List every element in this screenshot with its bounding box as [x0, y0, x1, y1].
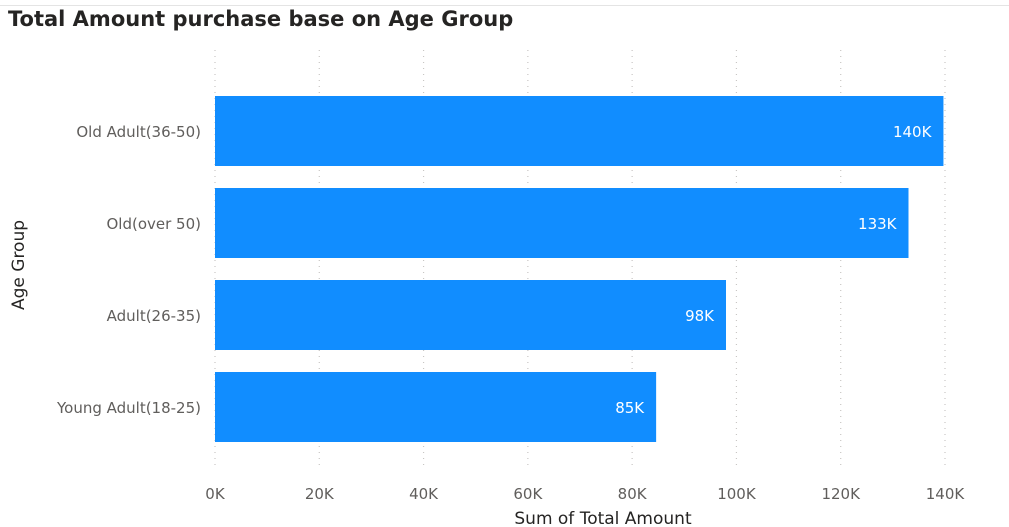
gridlines — [214, 50, 946, 470]
bar[interactable] — [215, 372, 657, 442]
x-tick-label: 40K — [409, 485, 439, 503]
x-tick-label: 80K — [618, 485, 648, 503]
x-axis-title: Sum of Total Amount — [514, 509, 692, 527]
category-labels: Old Adult(36-50) Old(over 50) Adult(26-35)… — [56, 123, 201, 417]
data-label: 140K — [893, 123, 933, 141]
x-tick-labels: 0K 20K 40K 60K 80K 100K 120K 140K — [205, 485, 965, 503]
x-tick-label: 0K — [205, 485, 226, 503]
category-label: Young Adult(18-25) — [56, 399, 201, 417]
data-label: 85K — [615, 399, 645, 417]
category-label: Adult(26-35) — [107, 307, 201, 325]
x-tick-label: 60K — [513, 485, 543, 503]
chart-title: Total Amount purchase base on Age Group — [8, 7, 514, 31]
top-border — [0, 0, 1009, 6]
bar[interactable] — [215, 280, 726, 350]
data-label: 98K — [685, 307, 715, 325]
bars: 140K 133K 98K 85K — [215, 96, 944, 442]
x-tick-label: 140K — [926, 485, 966, 503]
data-label: 133K — [858, 215, 898, 233]
bar[interactable] — [215, 188, 909, 258]
category-label: Old(over 50) — [106, 215, 201, 233]
x-tick-label: 20K — [305, 485, 335, 503]
category-label: Old Adult(36-50) — [76, 123, 201, 141]
y-axis-title: Age Group — [9, 220, 29, 310]
x-tick-label: 100K — [717, 485, 757, 503]
x-tick-label: 120K — [821, 485, 861, 503]
bar[interactable] — [215, 96, 944, 166]
